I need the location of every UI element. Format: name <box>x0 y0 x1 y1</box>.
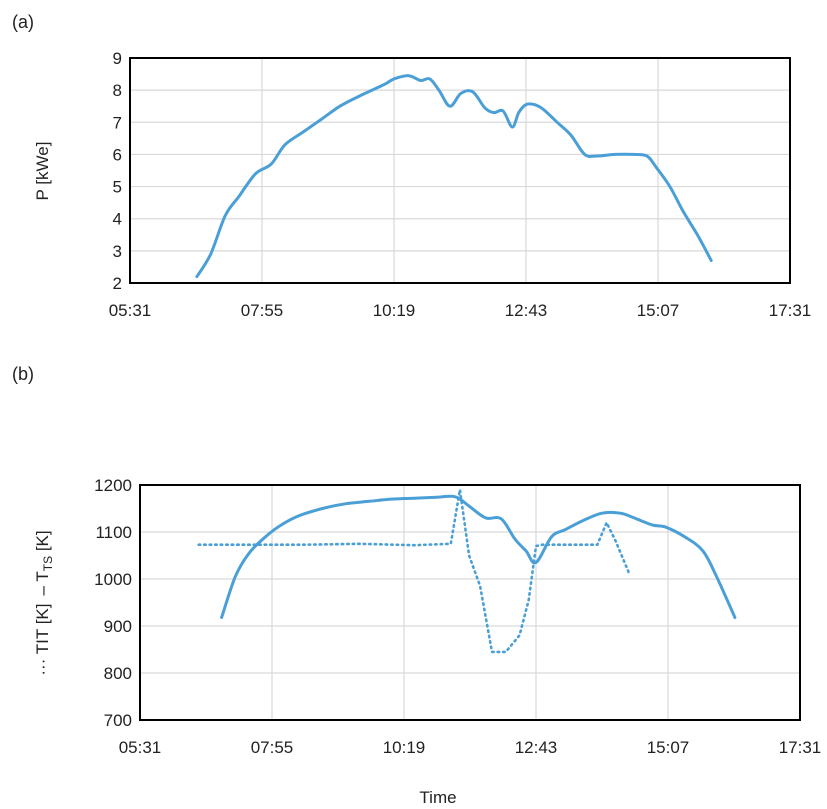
panel-b-y-title-unit: [K] <box>33 530 52 556</box>
panel-b-x-tick-label: 05:31 <box>119 738 162 757</box>
panel-a-x-tick-label: 10:19 <box>373 301 416 320</box>
panel-b-series-line-dotted <box>197 488 631 654</box>
panel-b-y-title-ts-subscript: TS <box>41 556 55 571</box>
panel-b-plot-frame <box>139 484 801 721</box>
panel-a-x-tick-label: 05:31 <box>109 301 152 320</box>
panel-a-y-tick-labels: 2 3 4 5 6 7 8 9 <box>113 49 122 293</box>
panel-a-y-tick-label: 6 <box>113 145 122 164</box>
panel-b-y-tick-label: 700 <box>104 711 132 730</box>
panel-a-plot-frame <box>129 57 791 284</box>
panel-b-x-tick-label: 12:43 <box>515 738 558 757</box>
panel-b-gridlines <box>140 485 800 720</box>
panel-a-label: (a) <box>12 12 34 32</box>
panel-b-label: (b) <box>12 364 34 384</box>
panel-b-y-title-t: – T <box>33 571 52 595</box>
panel-b-y-axis-title: ··· TIT [K] – TTS [K] <box>33 530 55 675</box>
panel-b-y-tick-label: 800 <box>104 664 132 683</box>
panel-a-x-tick-label: 17:31 <box>769 301 812 320</box>
panel-b-x-tick-label: 15:07 <box>647 738 690 757</box>
panel-b-x-tick-label: 10:19 <box>383 738 426 757</box>
panel-b-x-tick-label: 07:55 <box>251 738 294 757</box>
panel-a-y-tick-label: 2 <box>113 274 122 293</box>
panel-a-x-tick-label: 15:07 <box>637 301 680 320</box>
panel-b-y-tick-label: 1200 <box>94 476 132 495</box>
panel-b-x-tick-labels: 05:31 07:55 10:19 12:43 15:07 17:31 <box>119 738 822 757</box>
panel-a-y-axis-title: P [kWe] <box>33 142 52 201</box>
panel-a-series <box>195 74 713 279</box>
panel-a-y-tick-label: 7 <box>113 113 122 132</box>
panel-a-y-tick-label: 8 <box>113 81 122 100</box>
panel-b-temperature-chart: (b) 700 800 900 1000 1100 1200 05:31 07:55 10:1… <box>12 364 821 807</box>
panel-a-y-tick-label: 3 <box>113 242 122 261</box>
panel-a-y-tick-label: 4 <box>113 210 122 229</box>
panel-b-y-tick-label: 1100 <box>95 523 132 542</box>
panel-b-x-tick-label: 17:31 <box>779 738 822 757</box>
panel-b-y-tick-label: 1000 <box>94 570 132 589</box>
panel-b-y-title-tit: ··· TIT [K] <box>33 604 52 676</box>
panel-a-y-tick-label: 5 <box>113 178 122 197</box>
panel-a-x-tick-label: 12:43 <box>505 301 548 320</box>
panel-a-power-chart: (a) 2 3 4 5 6 7 8 9 05:31 07:55 10:19 12:43 15:07 17… <box>12 12 811 320</box>
panel-b-series-line-solid <box>220 494 737 619</box>
panel-a-x-tick-label: 07:55 <box>241 301 284 320</box>
panel-a-series-line-solid <box>195 74 713 279</box>
panel-b-x-axis-title: Time <box>419 788 456 807</box>
panel-a-x-tick-labels: 05:31 07:55 10:19 12:43 15:07 17:31 <box>109 301 812 320</box>
panel-b-y-tick-labels: 700 800 900 1000 1100 1200 <box>94 476 132 730</box>
panel-b-series <box>197 488 737 654</box>
panel-b-y-tick-label: 900 <box>104 617 132 636</box>
panel-a-y-tick-label: 9 <box>113 49 122 68</box>
